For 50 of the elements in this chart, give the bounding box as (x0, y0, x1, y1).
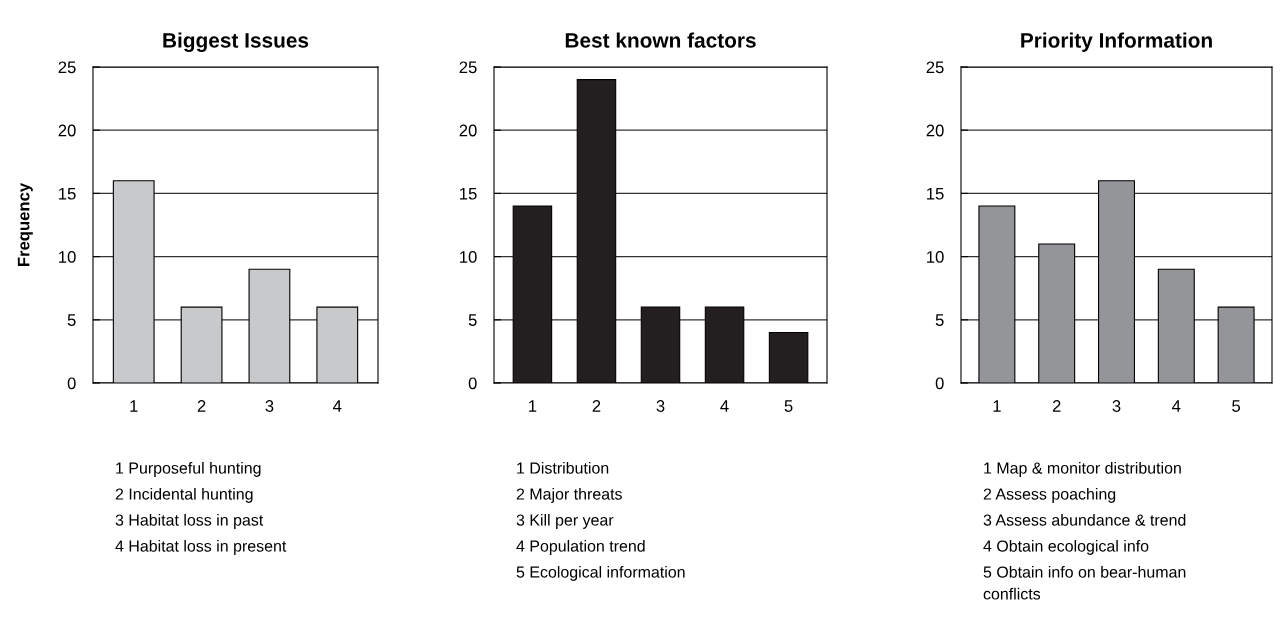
text: 3 Kill per year (516, 514, 614, 529)
x-tick-label: 3 (656, 400, 665, 412)
y-tick-label: 20 (459, 124, 477, 137)
y-tick-label: 15 (59, 187, 76, 200)
text: 2 Major threats (516, 488, 622, 503)
y-tick-label: 0 (67, 377, 76, 390)
chart-title: Biggest Issues (163, 32, 309, 52)
y-tick-label: 25 (459, 61, 477, 74)
y-tick-label: 20 (926, 124, 944, 137)
x-tick-label: 5 (784, 400, 793, 412)
x-tick-label: 5 (1232, 400, 1241, 412)
chart-title: Best known factors (565, 32, 756, 48)
x-tick-label: 2 (197, 400, 206, 412)
text: 2 Incidental hunting (115, 488, 253, 503)
text: 1 Distribution (517, 462, 609, 474)
x-tick-label: 3 (1112, 400, 1121, 412)
text: 1 Purposeful hunting (116, 462, 261, 477)
text: 4 Habitat loss in present (115, 540, 287, 555)
chart-title: Priority Information (1021, 32, 1212, 52)
y-tick-label: 5 (935, 314, 944, 326)
text: 1 Map & monitor distribution (984, 462, 1181, 477)
x-tick-label: 1 (529, 400, 537, 412)
text: 2 Assess poaching (983, 488, 1116, 503)
y-tick-label: 20 (58, 124, 76, 137)
y-tick-label: 0 (468, 377, 477, 390)
y-tick-label: 5 (468, 314, 477, 326)
y-tick-label: 0 (935, 377, 944, 390)
y-tick-label: 10 (460, 251, 477, 263)
x-tick-label: 1 (993, 400, 1001, 412)
x-tick-label: 3 (265, 400, 274, 412)
text: 4 Population trend (516, 540, 645, 555)
x-tick-label: 4 (1172, 400, 1181, 412)
text: 5 Ecological information (516, 566, 685, 581)
y-tick-label: 5 (67, 314, 76, 326)
text: 5 Obtain info on bear-human conflicts (983, 566, 1186, 600)
y-tick-label: 15 (460, 187, 477, 200)
y-axis-title: Frequency (17, 182, 33, 267)
x-tick-label: 4 (333, 400, 342, 412)
y-tick-label: 15 (927, 187, 944, 200)
x-tick-label: 4 (720, 400, 729, 412)
x-tick-label: 1 (130, 400, 138, 412)
y-tick-label: 10 (927, 251, 944, 263)
x-tick-label: 2 (592, 400, 601, 412)
y-tick-label: 25 (58, 61, 76, 74)
text: 3 Assess abundance & trend (983, 514, 1186, 526)
y-tick-label: 25 (926, 61, 944, 74)
x-tick-label: 2 (1052, 400, 1061, 412)
text: 3 Habitat loss in past (115, 514, 264, 529)
y-tick-label: 10 (59, 251, 76, 263)
text: 4 Obtain ecological info (983, 540, 1149, 555)
